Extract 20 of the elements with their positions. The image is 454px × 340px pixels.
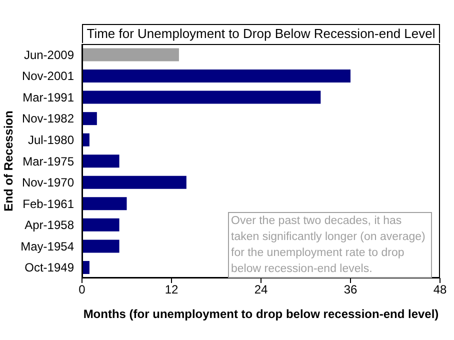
y-tick-label: Nov-1970 [22, 176, 74, 190]
y-tick-label: Mar-1975 [22, 154, 74, 168]
x-tick-label: 36 [344, 282, 358, 297]
y-tick-label: Oct-1949 [24, 260, 74, 275]
x-tick-label: 48 [433, 282, 447, 297]
x-tick-label: 12 [164, 282, 178, 297]
chart-subtitle: Time for Unemployment to Drop Below Recession-end Level [82, 24, 440, 43]
y-tick-label: Jun-2009 [24, 48, 74, 62]
y-tick-label: Apr-1958 [24, 218, 74, 232]
x-axis-title: Months (for unemployment to drop below recession-end level) [83, 307, 439, 321]
y-tick-label: Nov-1982 [22, 112, 74, 126]
x-tick-label: 24 [254, 282, 268, 297]
annotation: Over the past two decades, it has taken significantly longer (on average) for the unemployment rate to drop below recession-end levels. [228, 212, 432, 278]
y-tick-label: Jul-1980 [28, 132, 74, 147]
y-tick-label: Nov-2001 [22, 69, 74, 84]
y-tick-label: Mar-1991 [22, 90, 74, 104]
y-axis-title: End of Recession [1, 110, 16, 212]
x-tick-label: 0 [78, 282, 86, 297]
y-tick-label: May-1954 [20, 239, 74, 254]
y-tick-label: Feb-1961 [22, 196, 74, 211]
